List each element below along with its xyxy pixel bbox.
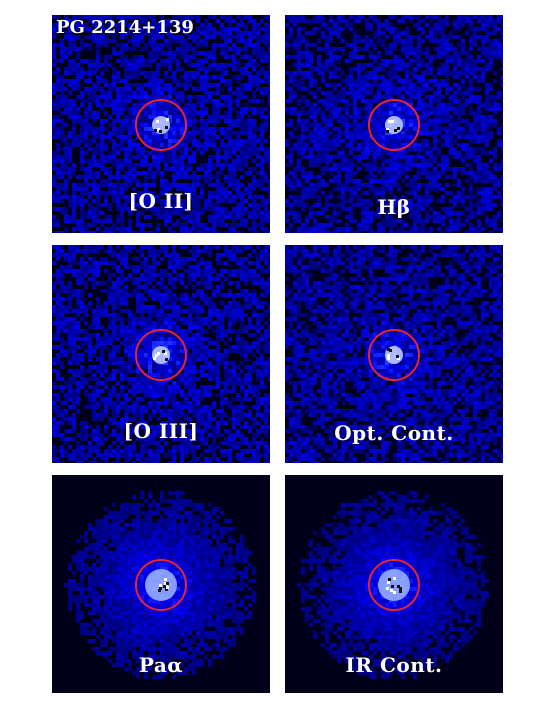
paalpha-image [52,475,270,693]
aperture-circle [368,329,420,381]
aperture-circle [135,99,187,151]
ir-cont-label: IR Cont. [345,653,443,677]
hbeta-image [285,15,503,233]
oiii-image [52,245,270,463]
image-panel-oii: [O II] [52,15,270,233]
aperture-circle [135,329,187,381]
paalpha-label: Paα [138,653,184,677]
aperture-circle [368,99,420,151]
image-panel-oiii: [O III] [52,245,270,463]
aperture-circle [368,559,420,611]
image-panel-paalpha: Paα [52,475,270,693]
hbeta-label: Hβ [377,195,411,219]
object-title: PG 2214+139 [56,17,194,38]
oiii-label: [O III] [123,419,199,443]
image-panel-ir-cont: IR Cont. [285,475,503,693]
image-panel-opt-cont: Opt. Cont. [285,245,503,463]
ir-cont-image [285,475,503,693]
opt-cont-label: Opt. Cont. [334,421,454,445]
aperture-circle [135,559,187,611]
opt-cont-image [285,245,503,463]
image-panel-hbeta: Hβ [285,15,503,233]
oii-label: [O II] [128,189,194,213]
oii-image [52,15,270,233]
